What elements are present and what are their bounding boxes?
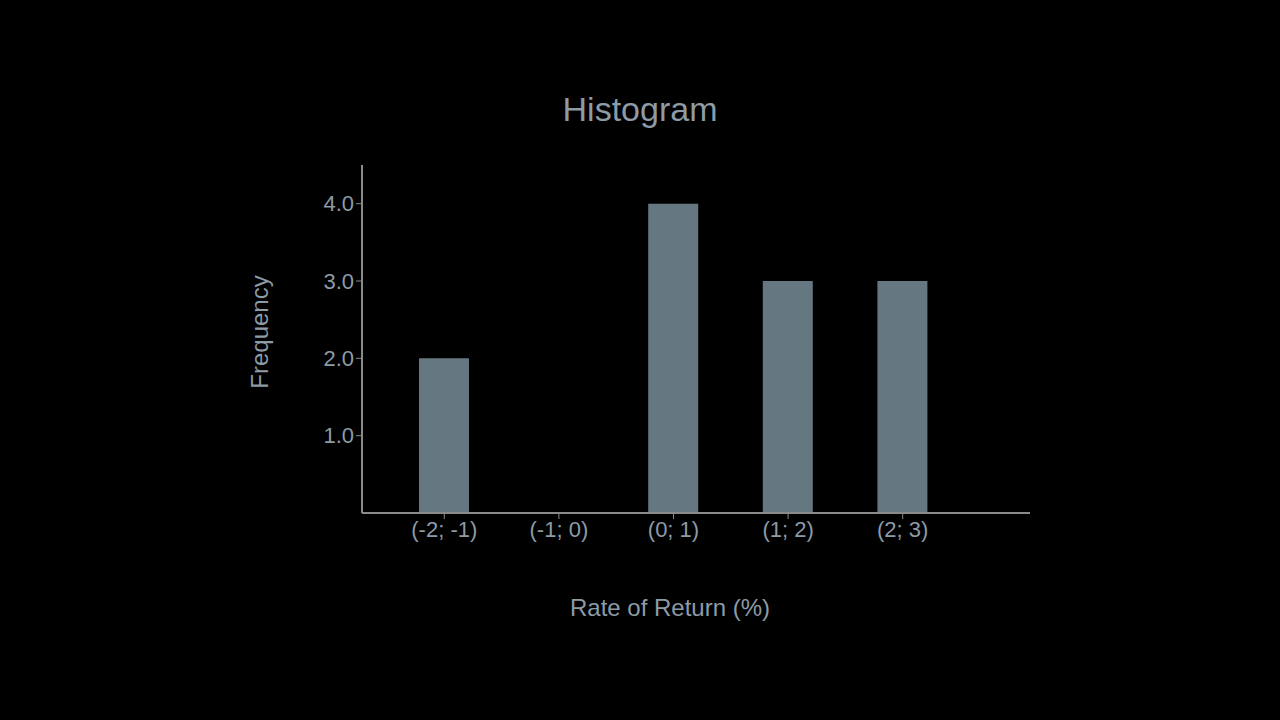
svg-text:(2; 3): (2; 3) [877,517,928,542]
svg-text:(-1; 0): (-1; 0) [530,517,589,542]
svg-text:3.0: 3.0 [323,269,354,294]
svg-text:(-2; -1): (-2; -1) [411,517,477,542]
svg-text:(0; 1): (0; 1) [648,517,699,542]
svg-text:(1; 2): (1; 2) [762,517,813,542]
svg-text:2.0: 2.0 [323,346,354,371]
html-text:Frequency: Frequency [246,275,273,389]
svg-text:4.0: 4.0 [323,191,354,216]
html-text:Rate of Return (%): Rate of Return (%) [570,594,770,621]
svg-text:1.0: 1.0 [323,423,354,448]
html-text:Histogram: Histogram [562,90,718,128]
